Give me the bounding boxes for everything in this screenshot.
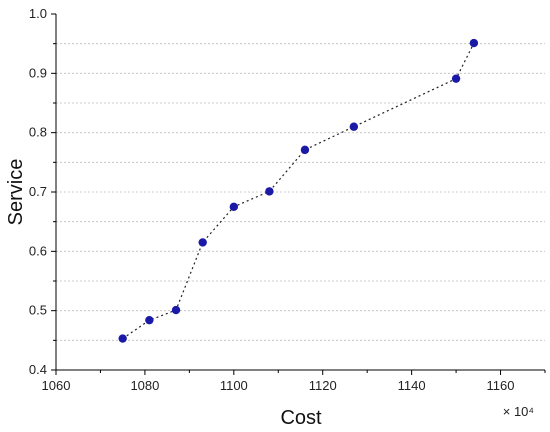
- data-point: [349, 122, 359, 131]
- x-axis-title: Cost: [280, 407, 322, 429]
- data-point: [171, 305, 181, 315]
- y-tick-label: 0.6: [29, 243, 47, 258]
- y-axis-title: Service: [5, 159, 27, 226]
- y-tick-label: 0.8: [29, 125, 47, 140]
- data-point: [145, 315, 154, 325]
- series-connector-line: [122, 42, 475, 340]
- y-tick-label: 0.9: [29, 65, 47, 80]
- y-tick-label: 0.4: [29, 362, 47, 377]
- data-point: [300, 145, 310, 155]
- ticks: 1060 1080 1100 1120 1140 1160 0.4 0.5 0.6 0.7 0.8 0…: [29, 6, 546, 393]
- data-point: [118, 334, 127, 343]
- data-point: [451, 74, 461, 83]
- data-point: [198, 238, 207, 247]
- x-tick-label: 1140: [398, 378, 426, 393]
- data-point: [469, 38, 479, 48]
- x-tick-label: 1060: [42, 378, 71, 393]
- series-line: [122, 42, 475, 340]
- data-points: [118, 38, 479, 343]
- x-tick-label: 1160: [487, 378, 515, 393]
- x-tick-label: 1100: [220, 378, 248, 393]
- grid-lines: [56, 43, 545, 341]
- y-tick-label: 1.0: [29, 6, 47, 21]
- x-tick-label: 1080: [130, 378, 159, 393]
- data-point: [229, 202, 239, 212]
- x-tick-label: 1120: [309, 378, 337, 393]
- y-tick-label: 0.7: [29, 184, 47, 199]
- data-point: [265, 187, 274, 196]
- y-tick-label: 0.5: [29, 303, 47, 318]
- x-axis-multiplier: × 10⁴: [503, 404, 534, 419]
